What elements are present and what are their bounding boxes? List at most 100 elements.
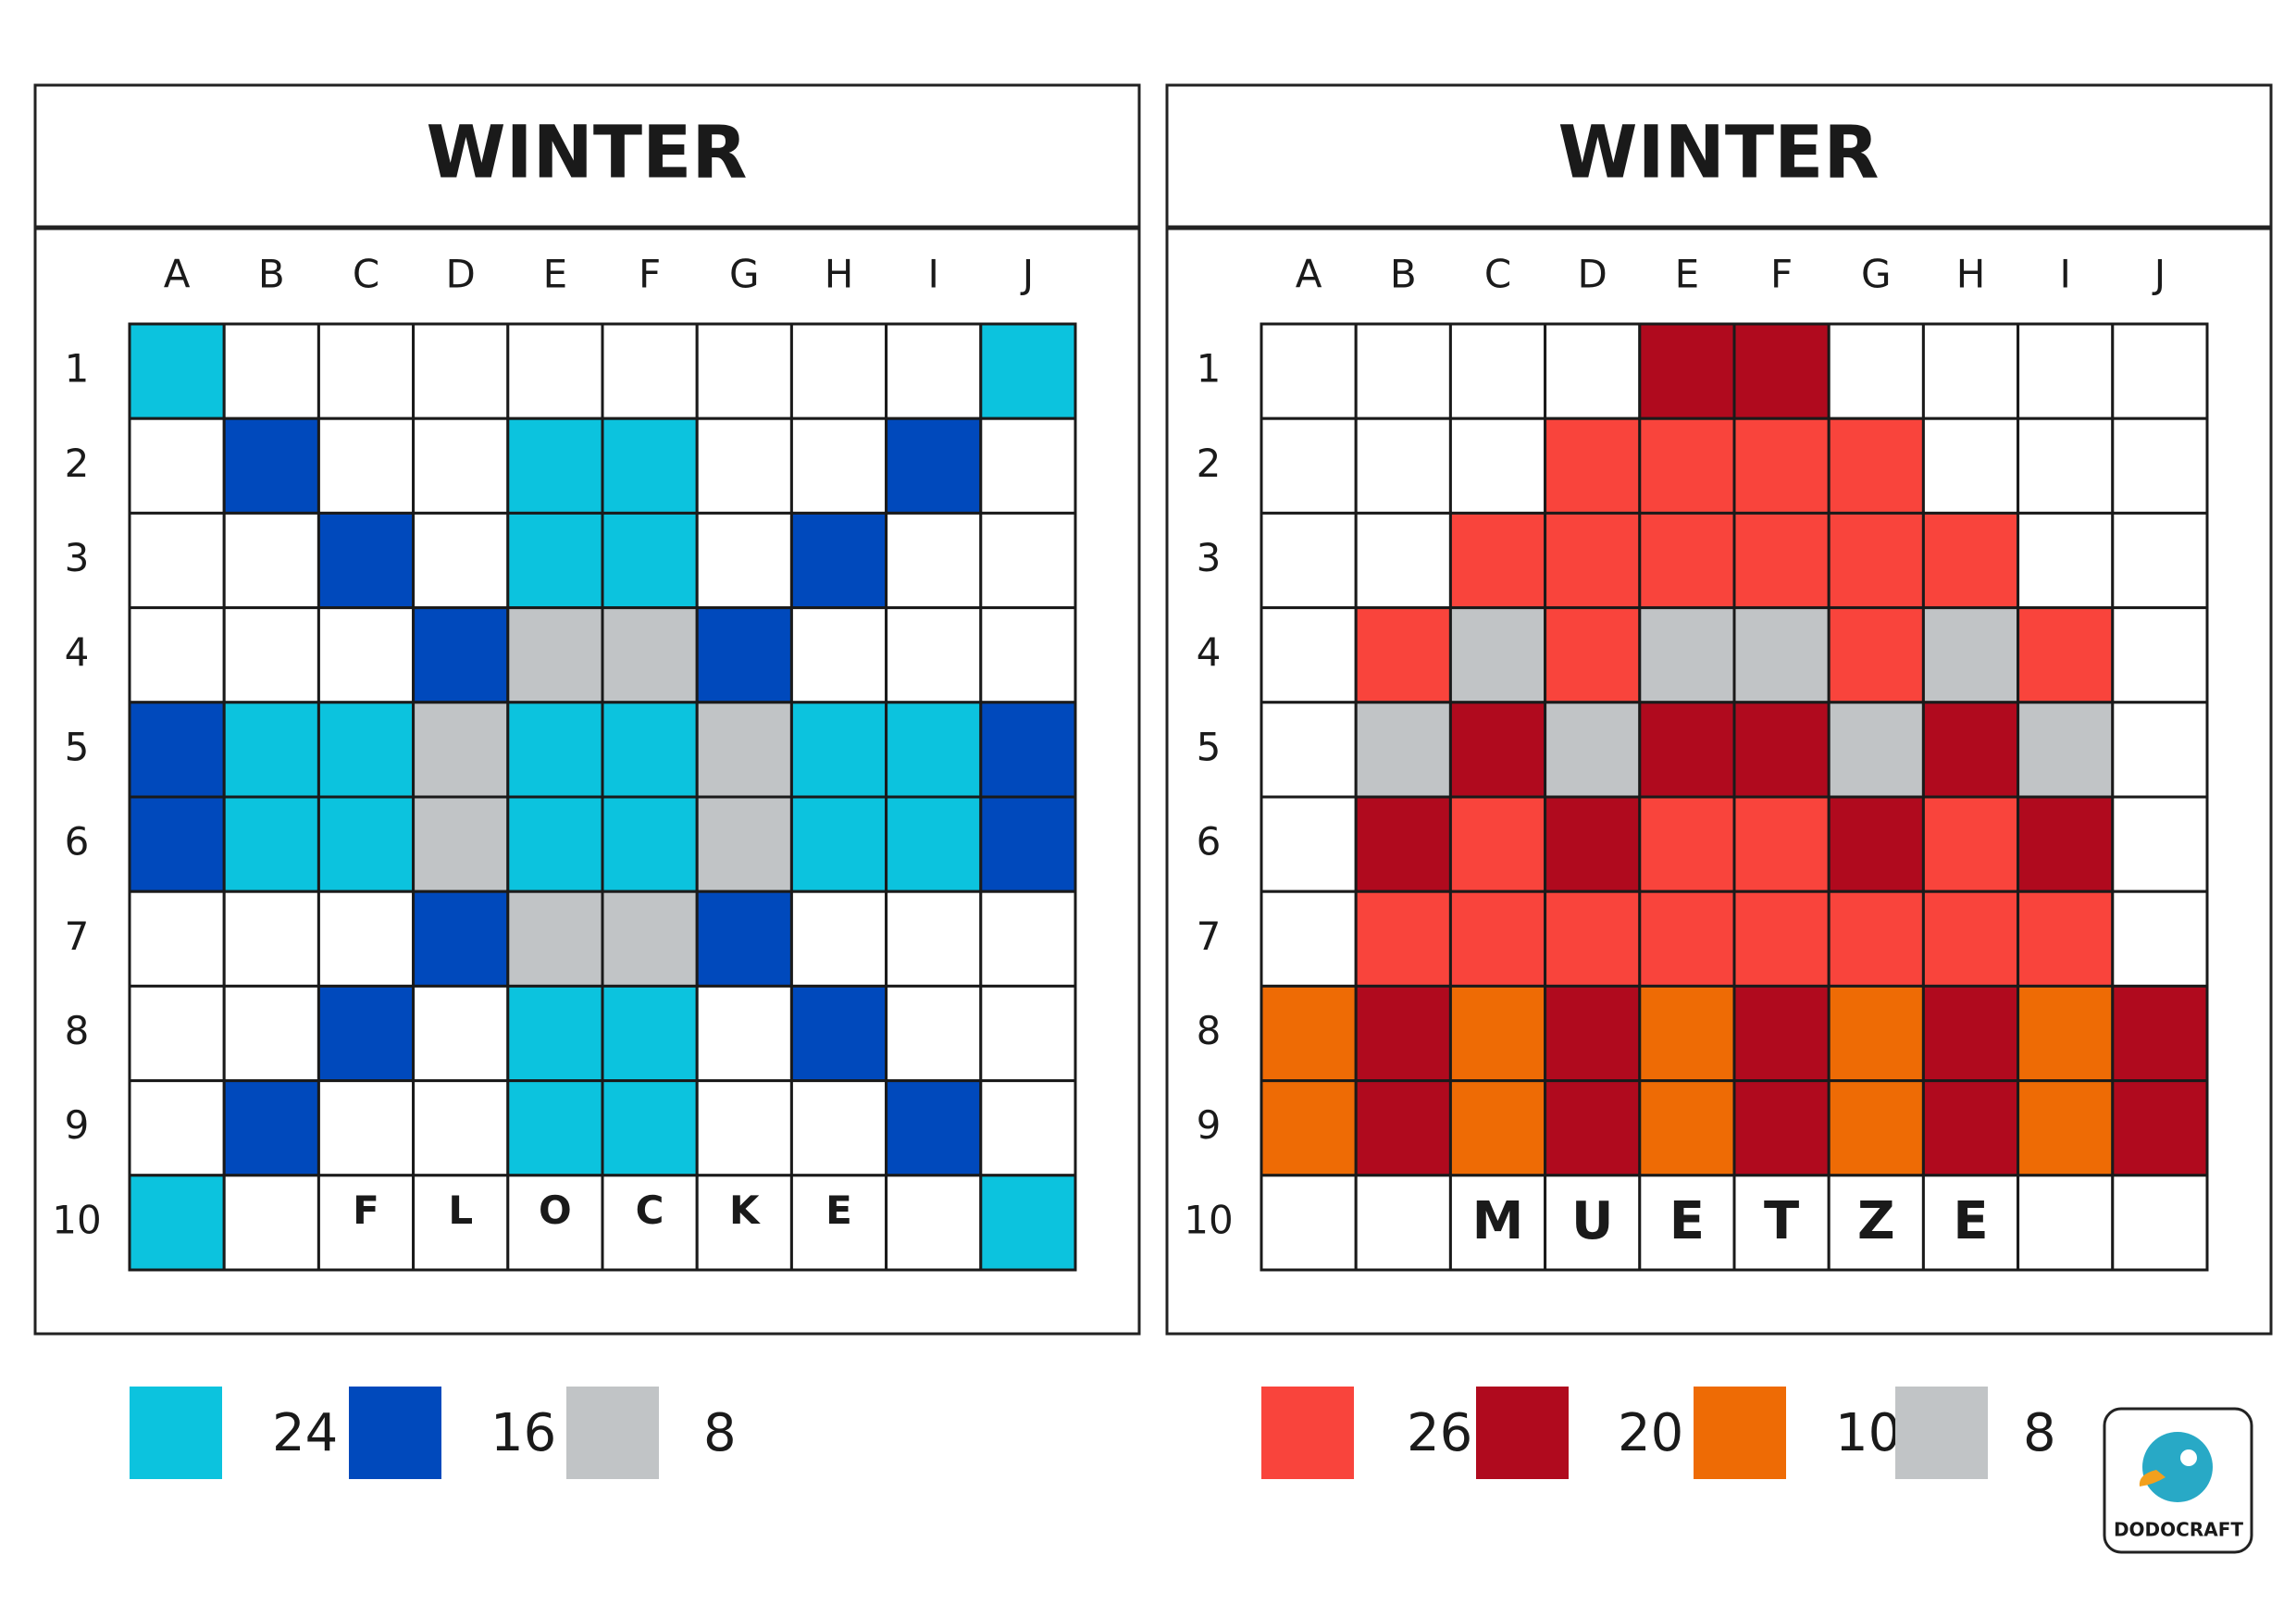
cell — [412, 417, 510, 515]
cell — [1354, 511, 1452, 610]
legend-count: 26 — [1407, 1403, 1472, 1463]
cell — [1448, 417, 1547, 515]
cell-letter: M — [1472, 1191, 1524, 1251]
cell — [222, 889, 320, 988]
cell — [1732, 417, 1831, 515]
cell — [1544, 1174, 1642, 1272]
cell — [1732, 322, 1831, 420]
cell — [128, 1174, 226, 1272]
cell — [2017, 701, 2115, 799]
cell — [1732, 889, 1831, 988]
cell — [1544, 889, 1642, 988]
cell — [128, 606, 226, 704]
cell-letter: T — [1764, 1191, 1799, 1251]
cell — [885, 1174, 983, 1272]
cell — [695, 417, 793, 515]
column-label: H — [825, 252, 854, 297]
cell — [412, 606, 510, 704]
row-label: 10 — [52, 1197, 101, 1242]
cell-letter: L — [448, 1188, 473, 1233]
cell — [1260, 1079, 1358, 1177]
cell — [1260, 795, 1358, 893]
column-label: F — [1770, 252, 1793, 297]
cell — [128, 1079, 226, 1177]
cell — [979, 795, 1077, 893]
row-label: 4 — [65, 629, 90, 675]
legend-count: 8 — [703, 1403, 737, 1463]
column-label: C — [353, 252, 379, 297]
cell — [1544, 606, 1642, 704]
cell — [601, 606, 699, 704]
cell — [506, 984, 604, 1083]
cell — [1354, 1079, 1452, 1177]
cell — [506, 889, 604, 988]
column-label: F — [639, 252, 661, 297]
cell — [1354, 322, 1452, 420]
cell — [1732, 984, 1831, 1083]
cell — [1448, 701, 1547, 799]
logo-text: DODOCRAFT — [2114, 1519, 2243, 1541]
cell — [601, 795, 699, 893]
cell — [1732, 1174, 1831, 1272]
row-label: 3 — [65, 535, 90, 580]
cell — [789, 417, 888, 515]
cell — [1638, 1079, 1736, 1177]
cell — [412, 795, 510, 893]
legend-count: 10 — [1835, 1403, 1901, 1463]
cell — [222, 417, 320, 515]
cell — [2017, 889, 2115, 988]
cell — [1260, 1174, 1358, 1272]
row-label: 5 — [65, 724, 90, 769]
cell — [601, 322, 699, 420]
cell — [979, 417, 1077, 515]
cell — [1638, 984, 1736, 1083]
legend-swatch — [1895, 1387, 1988, 1479]
cell — [222, 511, 320, 610]
cell — [2111, 984, 2209, 1083]
cell — [695, 701, 793, 799]
logo-beak — [2139, 1470, 2166, 1486]
column-label: J — [1020, 252, 1034, 297]
cell — [601, 1174, 699, 1272]
cell — [2111, 511, 2209, 610]
cell — [1921, 1079, 2020, 1177]
cell — [601, 417, 699, 515]
cell — [506, 1079, 604, 1177]
cell — [2017, 795, 2115, 893]
cell — [506, 795, 604, 893]
cell — [1260, 417, 1358, 515]
cell — [1827, 322, 1925, 420]
cell — [1921, 984, 2020, 1083]
cell — [1921, 889, 2020, 988]
cell — [601, 984, 699, 1083]
column-label: A — [164, 252, 191, 297]
cell — [979, 984, 1077, 1083]
cell — [1354, 795, 1452, 893]
cell — [979, 511, 1077, 610]
cell — [2017, 511, 2115, 610]
cell — [412, 322, 510, 420]
cell — [222, 322, 320, 420]
cell — [2111, 606, 2209, 704]
cell — [1732, 701, 1831, 799]
cell-letter: E — [1669, 1191, 1705, 1251]
cell — [789, 984, 888, 1083]
cell — [1448, 606, 1547, 704]
cell — [222, 606, 320, 704]
column-label: I — [2060, 252, 2071, 297]
cell — [1827, 701, 1925, 799]
row-label: 2 — [1197, 441, 1222, 486]
cell — [885, 606, 983, 704]
cell — [979, 1079, 1077, 1177]
cell — [885, 417, 983, 515]
cell — [1544, 322, 1642, 420]
row-label: 7 — [65, 914, 90, 959]
cell — [1260, 606, 1358, 704]
cell — [789, 889, 888, 988]
cell — [885, 511, 983, 610]
cell — [316, 984, 416, 1083]
column-label: I — [928, 252, 939, 297]
panel-title: WINTER — [427, 111, 748, 194]
cell — [1448, 1079, 1547, 1177]
column-label: B — [258, 252, 285, 297]
